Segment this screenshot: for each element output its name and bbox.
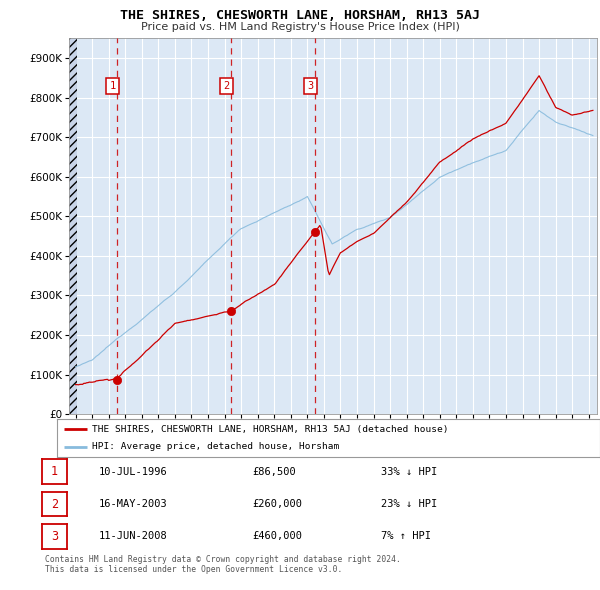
Text: THE SHIRES, CHESWORTH LANE, HORSHAM, RH13 5AJ: THE SHIRES, CHESWORTH LANE, HORSHAM, RH1… [120, 9, 480, 22]
Text: 16-MAY-2003: 16-MAY-2003 [99, 499, 168, 509]
Text: £86,500: £86,500 [252, 467, 296, 477]
Text: £260,000: £260,000 [252, 499, 302, 509]
Text: 3: 3 [307, 81, 313, 91]
Text: 1: 1 [51, 466, 58, 478]
Text: £460,000: £460,000 [252, 531, 302, 541]
Text: 10-JUL-1996: 10-JUL-1996 [99, 467, 168, 477]
Text: 7% ↑ HPI: 7% ↑ HPI [381, 531, 431, 541]
Text: HPI: Average price, detached house, Horsham: HPI: Average price, detached house, Hors… [92, 442, 340, 451]
Text: THE SHIRES, CHESWORTH LANE, HORSHAM, RH13 5AJ (detached house): THE SHIRES, CHESWORTH LANE, HORSHAM, RH1… [92, 425, 449, 434]
Bar [69, 38, 77, 414]
Text: 2: 2 [223, 81, 230, 91]
Text: 11-JUN-2008: 11-JUN-2008 [99, 531, 168, 541]
Text: Contains HM Land Registry data © Crown copyright and database right 2024.
This d: Contains HM Land Registry data © Crown c… [45, 555, 401, 574]
Text: Price paid vs. HM Land Registry's House Price Index (HPI): Price paid vs. HM Land Registry's House … [140, 22, 460, 32]
Text: 3: 3 [51, 530, 58, 543]
Text: 2: 2 [51, 497, 58, 510]
Text: 23% ↓ HPI: 23% ↓ HPI [381, 499, 437, 509]
Text: 1: 1 [109, 81, 115, 91]
Text: 33% ↓ HPI: 33% ↓ HPI [381, 467, 437, 477]
